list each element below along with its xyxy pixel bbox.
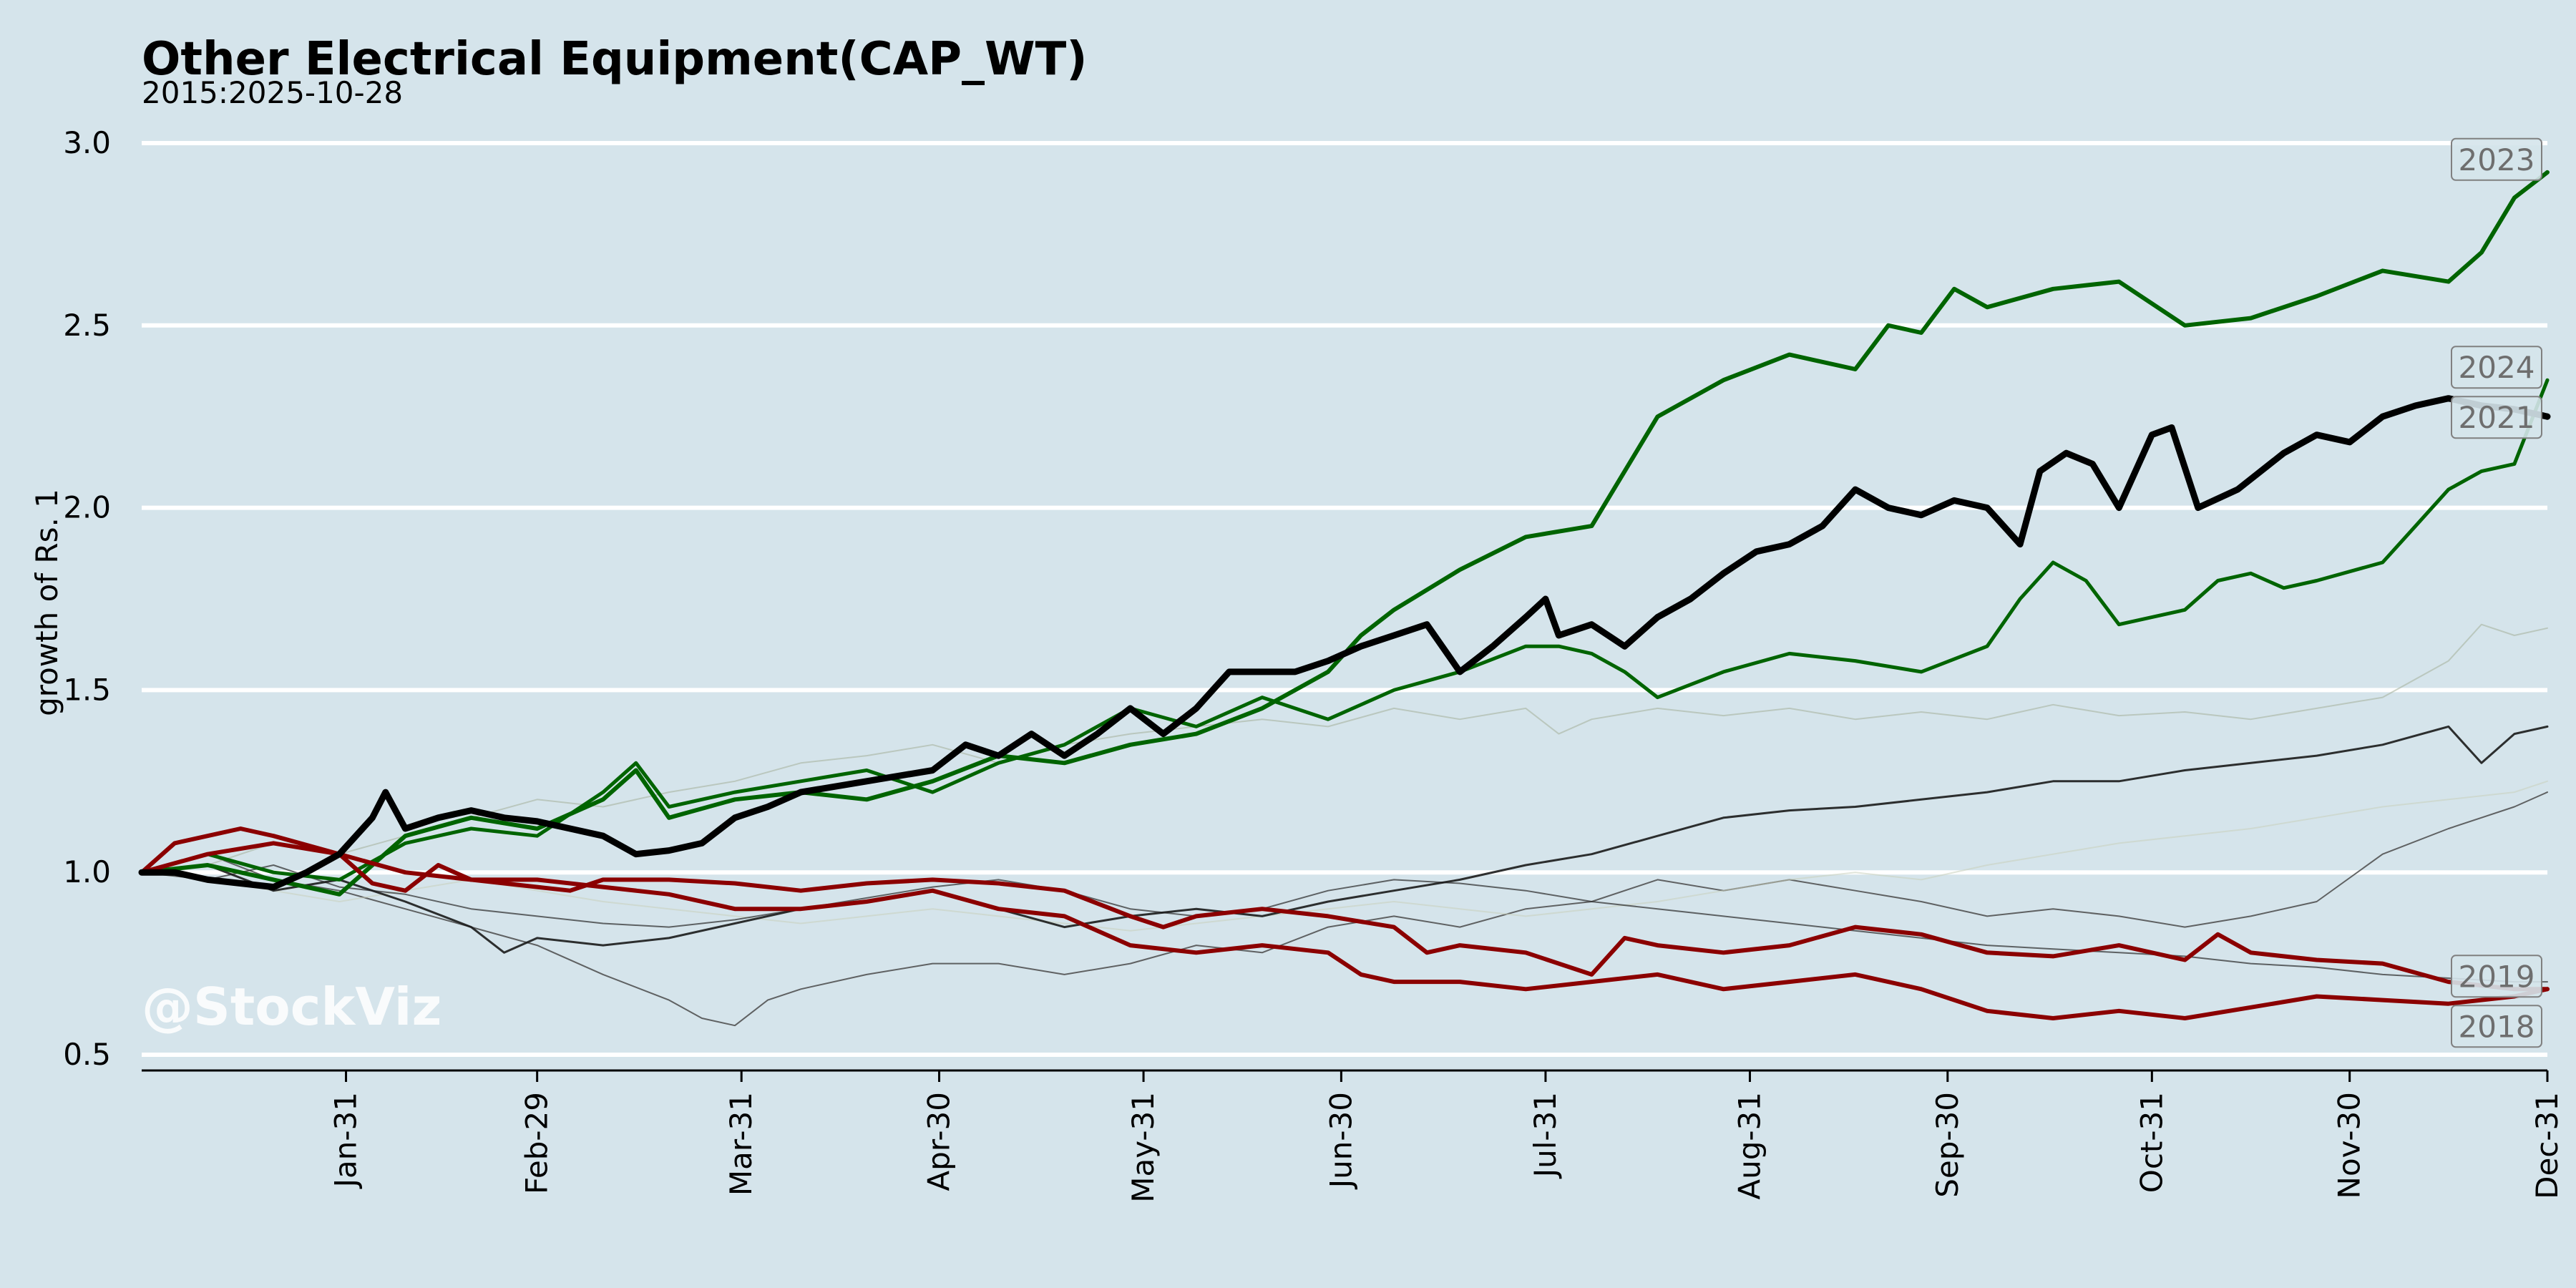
- x-tick-label: Jun-30: [1323, 1092, 1358, 1190]
- series-label: 2019: [2459, 959, 2535, 994]
- y-tick-label: 1.5: [63, 672, 111, 707]
- x-tick-label: Nov-30: [2332, 1092, 2367, 1199]
- gridlines: [142, 141, 2547, 1057]
- series-label-box: [2451, 1005, 2542, 1048]
- x-tick-label: May-31: [1126, 1092, 1161, 1203]
- series-labels: 2023 2024 2021 2019 2018: [2451, 137, 2542, 1048]
- x-tick-label: Apr-30: [922, 1092, 957, 1191]
- series-label-box: [2451, 137, 2542, 181]
- series-line: [141, 791, 2548, 1027]
- series-line-2019: [140, 826, 2550, 992]
- x-tick-label: Feb-29: [519, 1092, 555, 1194]
- x-tick-label: Mar-31: [723, 1092, 758, 1196]
- y-tick-label: 0.5: [63, 1037, 111, 1072]
- series-line: [141, 623, 2548, 874]
- x-tick-label: Jul-31: [1528, 1092, 1563, 1179]
- x-tick-label: Dec-31: [2529, 1092, 2565, 1199]
- series-line: [141, 780, 2548, 932]
- x-tick-label: Oct-31: [2134, 1092, 2169, 1193]
- chart-subtitle: 2015:2025-10-28: [142, 75, 403, 110]
- y-tick-label: 3.0: [63, 125, 111, 160]
- series-line-2023: [140, 170, 2550, 897]
- series-line-2021: [138, 395, 2551, 891]
- series-label: 2024: [2459, 350, 2535, 385]
- series-lines: [138, 170, 2551, 1027]
- x-tick-label: Aug-31: [1732, 1092, 1767, 1200]
- series-label-box: [2451, 396, 2542, 439]
- watermark: @StockViz: [142, 977, 441, 1037]
- series-label-box: [2451, 955, 2542, 998]
- y-tick-label: 2.5: [63, 308, 111, 343]
- series-line-2018: [140, 841, 2550, 1020]
- y-tick-label: 1.0: [63, 854, 111, 889]
- y-tick-label: 2.0: [63, 490, 111, 525]
- chart-title: Other Electrical Equipment(CAP_WT): [142, 33, 1088, 86]
- series-line: [140, 725, 2549, 954]
- x-tick-label: Sep-30: [1930, 1092, 1965, 1198]
- series-label: 2023: [2459, 142, 2535, 177]
- x-tick-label: Jan-31: [328, 1092, 364, 1189]
- ticks: 0.5 1.0 1.5 2.0 2.5 3.0 Jan-31 Feb-29 Mar-31 Apr-…: [63, 125, 2565, 1203]
- series-label-box: [2451, 346, 2542, 389]
- series-label: 2018: [2459, 1009, 2535, 1044]
- series-label: 2021: [2459, 400, 2535, 435]
- series-line-2024: [140, 378, 2550, 882]
- y-axis-label: growth of Rs. 1: [29, 489, 64, 716]
